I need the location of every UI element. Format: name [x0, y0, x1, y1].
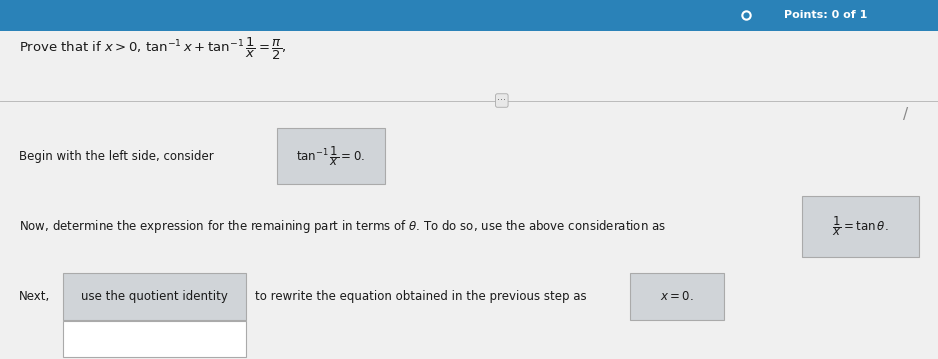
Text: $x=0.$: $x=0.$ [660, 290, 694, 303]
Text: /: / [902, 107, 908, 122]
Text: Prove that if $x>0$, $\tan^{-1}x+\tan^{-1}\dfrac{1}{x}=\dfrac{\pi}{2}$,: Prove that if $x>0$, $\tan^{-1}x+\tan^{-… [19, 36, 287, 61]
Text: ···: ··· [497, 95, 507, 106]
Text: $\tan^{-1}\dfrac{1}{x}=0.$: $\tan^{-1}\dfrac{1}{x}=0.$ [296, 144, 365, 168]
Text: Next,: Next, [19, 290, 50, 303]
FancyBboxPatch shape [802, 196, 919, 257]
Text: Now, determine the expression for the remaining part in terms of $\theta$. To do: Now, determine the expression for the re… [19, 218, 666, 235]
Text: use the quotient identity: use the quotient identity [81, 290, 228, 303]
FancyBboxPatch shape [630, 273, 724, 320]
Text: Begin with the left side, consider: Begin with the left side, consider [19, 150, 214, 163]
FancyBboxPatch shape [63, 273, 246, 320]
Bar [0, 0, 938, 31]
Text: $\dfrac{1}{x}=\tan\theta.$: $\dfrac{1}{x}=\tan\theta.$ [832, 214, 889, 238]
FancyBboxPatch shape [277, 129, 385, 184]
Text: to rewrite the equation obtained in the previous step as: to rewrite the equation obtained in the … [255, 290, 587, 303]
Text: Points: 0 of 1: Points: 0 of 1 [784, 10, 867, 20]
FancyBboxPatch shape [63, 321, 246, 357]
